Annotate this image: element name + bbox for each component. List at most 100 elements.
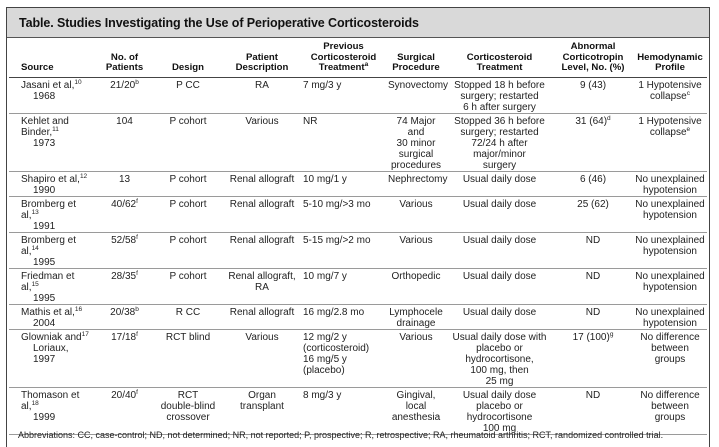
cell-description: Renal allograft: [223, 304, 301, 330]
cell-abnormal: ND: [553, 387, 633, 435]
abnormal-value: ND: [585, 306, 601, 318]
previous-line: 16 mg/5 y: [303, 353, 347, 365]
treatment-line: Usual daily dose: [462, 198, 537, 210]
previous-line: 10 mg/1 y: [303, 173, 347, 185]
treatment-line: surgery: [482, 159, 517, 171]
cell-description: Various: [223, 329, 301, 388]
source-line: Friedman et al,: [21, 270, 75, 293]
profile-sup: e: [686, 125, 691, 133]
treatment-line: Stopped 18 h before: [454, 79, 545, 91]
header-abnormal: Abnormal Corticotropin Level, No. (%): [553, 38, 633, 78]
cell-patients: 28/35f: [96, 268, 153, 305]
source-line: Bromberg et al,: [21, 234, 77, 257]
cell-design: P cohort: [153, 171, 223, 197]
reference-sup: 18: [31, 399, 39, 407]
cell-profile: No difference between groups: [633, 387, 707, 435]
cell-treatment: Stopped 18 h before surgery; restarted 6 h…: [446, 77, 553, 114]
header-previous-sup: a: [364, 61, 369, 68]
cell-patients: 21/20b: [96, 77, 153, 114]
header-description: Patient Description: [223, 38, 301, 78]
patients-sup: b: [135, 78, 139, 86]
cell-abnormal: 25 (62): [553, 196, 633, 233]
reference-sup: 13: [31, 208, 39, 216]
cell-description: Renal allograft: [223, 232, 301, 269]
cell-abnormal: ND: [553, 304, 633, 330]
treatment-line: 100 mg: [482, 422, 517, 434]
abnormal-value: 9 (43): [579, 79, 607, 91]
patients-sup: f: [136, 269, 138, 277]
treatment-line: 100 mg, then: [470, 364, 529, 376]
source-line: Jasani et al,: [21, 79, 75, 91]
previous-line: 7 mg/3 y: [303, 79, 342, 91]
cell-description: Renal allograft, RA: [223, 268, 301, 305]
cell-description: RA: [223, 77, 301, 114]
cell-procedure: Various: [386, 232, 446, 269]
profile-line: collapse: [649, 126, 687, 138]
table-row: Shapiro et al,12 1990 13 P cohort Renal allo…: [9, 171, 707, 197]
cell-source: Glowniak and17 Loriaux, 1997: [9, 329, 96, 388]
design-line: P cohort: [169, 115, 207, 127]
abnormal-value: 6 (46): [579, 173, 607, 185]
patients-value: 40/62: [111, 198, 137, 210]
description-line: Renal allograft: [229, 173, 295, 185]
procedure-line: procedures: [390, 159, 442, 171]
cell-design: RCT double-blind crossover: [153, 387, 223, 435]
treatment-line: Usual daily dose: [462, 234, 537, 246]
design-line: RCT blind: [165, 331, 211, 343]
description-line: Organ: [248, 389, 276, 401]
profile-line: No difference: [640, 331, 700, 343]
header-description-line: Description: [235, 62, 289, 73]
profile-line: No unexplained: [635, 306, 705, 318]
design-line: P cohort: [169, 234, 207, 246]
source-line: 1995: [33, 256, 56, 268]
cell-description: Various: [223, 113, 301, 172]
source-line: 1990: [33, 184, 56, 196]
patients-value: 17/18: [111, 331, 137, 343]
source-line: 1997: [33, 353, 56, 365]
design-line: P cohort: [169, 173, 207, 185]
cell-treatment: Usual daily dose: [446, 304, 553, 330]
cell-abnormal: ND: [553, 232, 633, 269]
table-row: Thomason et al,18 1999 20/40f RCT double-bli…: [9, 387, 707, 435]
patients-value: 28/35: [111, 270, 137, 282]
cell-procedure: Various: [386, 329, 446, 388]
treatment-line: 25 mg: [485, 375, 514, 387]
procedure-line: drainage: [396, 317, 436, 329]
treatment-line: 72/24 h after: [471, 137, 528, 149]
description-line: Renal allograft,: [228, 270, 296, 282]
table-row: Friedman et al,15 1995 28/35f P cohort Renal…: [9, 268, 707, 305]
cell-design: R CC: [153, 304, 223, 330]
source-line: 1999: [33, 411, 56, 423]
header-source: Source: [9, 38, 96, 78]
cell-description: Organ transplant: [223, 387, 301, 435]
patients-value: 104: [116, 115, 133, 127]
reference-sup: 10: [74, 78, 82, 86]
header-procedure: Surgical Procedure: [386, 38, 446, 78]
description-line: RA: [255, 79, 269, 91]
profile-line: hypotension: [643, 184, 697, 196]
cell-source: Thomason et al,18 1999: [9, 387, 96, 435]
profile-line: No unexplained: [635, 234, 705, 246]
cell-abnormal: 17 (100)g: [553, 329, 633, 388]
cell-procedure: Various: [386, 196, 446, 233]
patients-sup: f: [136, 388, 138, 396]
cell-procedure: Lymphocele drainage: [386, 304, 446, 330]
profile-line: hypotension: [643, 281, 697, 293]
patients-sup: f: [136, 233, 138, 241]
procedure-line: Various: [399, 234, 433, 246]
treatment-line: hydrocortisone,: [465, 353, 534, 365]
profile-line: between: [651, 342, 689, 354]
cell-source: Friedman et al,15 1995: [9, 268, 96, 305]
profile-line: hypotension: [643, 245, 697, 257]
patients-value: 13: [118, 173, 131, 185]
procedure-line: 74 Major and: [396, 115, 436, 138]
header-abnormal-line: Corticotropin: [562, 51, 624, 63]
previous-line: (corticosteroid): [303, 342, 370, 354]
cell-treatment: Stopped 36 h before surgery; restarted 72/…: [446, 113, 553, 172]
patients-value: 21/20: [110, 79, 136, 91]
patients-value: 20/38: [110, 306, 136, 318]
cell-patients: 52/58f: [96, 232, 153, 269]
abnormal-value: ND: [585, 389, 601, 401]
previous-line: 16 mg/2.8 mo: [303, 306, 365, 318]
header-previous: Previous Corticosteroid Treatmenta: [301, 38, 386, 78]
